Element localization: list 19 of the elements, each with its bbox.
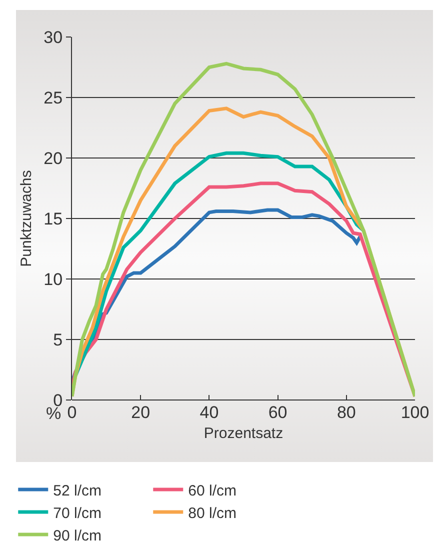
y-tick-label: 15 — [44, 209, 63, 228]
x-tick-label: 0 — [67, 403, 77, 422]
legend-label: 90 l/cm — [53, 527, 102, 544]
x-tick-label: 80 — [336, 403, 356, 422]
x-tick-label: 40 — [200, 403, 219, 422]
y-tick-label: 5 — [53, 330, 63, 350]
x-tick-label: 60 — [268, 403, 288, 422]
legend-label: 52 l/cm — [53, 482, 102, 500]
y-tick-label: 20 — [44, 148, 63, 168]
legend-label: 60 l/cm — [188, 482, 236, 500]
x-tick-label: 100 — [400, 403, 430, 422]
y-tick-label: 25 — [44, 88, 63, 108]
legend-label: 70 l/cm — [53, 504, 102, 522]
y-tick-label: 30 — [44, 28, 63, 47]
x-axis-title: Prozentsatz — [204, 425, 284, 442]
x-tick-label: 20 — [131, 403, 150, 422]
y-axis-title: Punktzuwachs — [18, 170, 35, 267]
legend-label: 80 l/cm — [188, 504, 236, 522]
y-tick-label: 10 — [44, 270, 63, 289]
